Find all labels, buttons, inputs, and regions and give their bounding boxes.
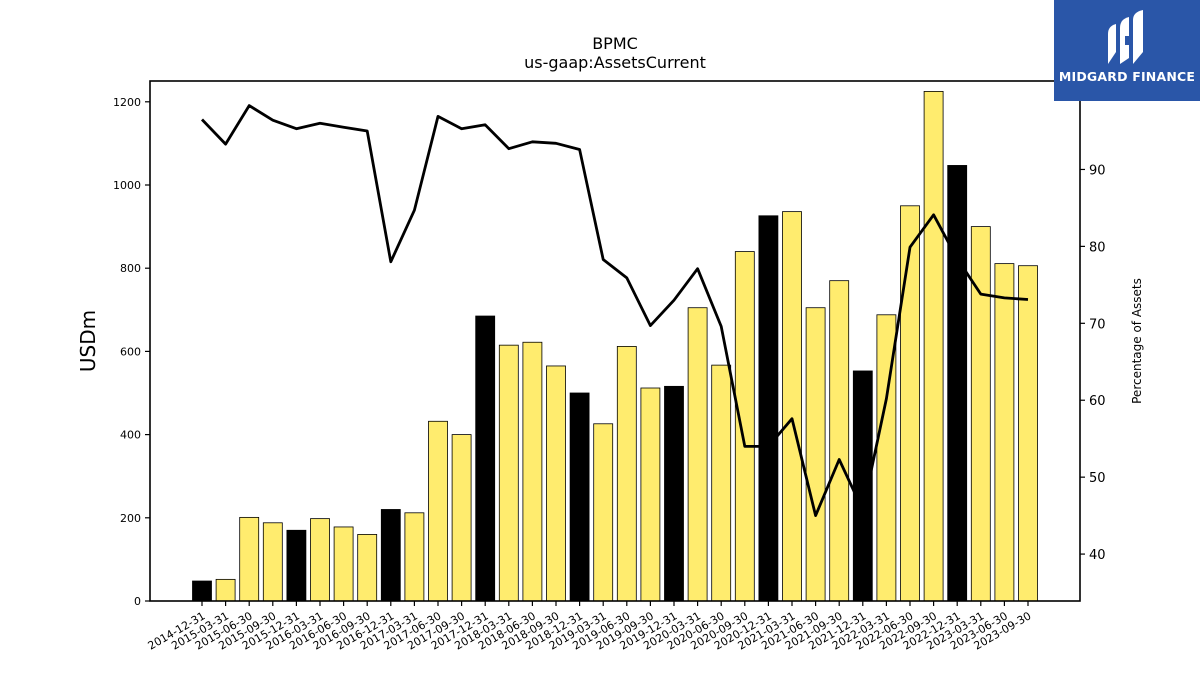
bar-2019-09-30: [640, 387, 661, 602]
bar-2019-03-31: [593, 423, 614, 602]
bar-2023-06-30: [994, 263, 1015, 602]
y-tick-label-1000: 1000: [113, 179, 141, 192]
bar-2021-03-31: [782, 211, 802, 602]
y2-axis: 40 50 60 70 80 90: [1080, 163, 1106, 563]
y2-tick-label-80: 80: [1089, 240, 1106, 255]
bar-2020-09-30: [734, 251, 755, 602]
y-tick-label-600: 600: [120, 345, 141, 358]
y-tick-label-800: 800: [120, 262, 141, 275]
bar-2018-03-31: [498, 344, 519, 602]
bar-2015-06-30: [239, 516, 260, 602]
bar-2018-12-31: [569, 392, 590, 602]
bar-2019-12-31: [664, 385, 684, 602]
y-axis-label: USDm: [76, 310, 100, 372]
bar-2020-03-31: [687, 307, 708, 602]
plot-frame: [149, 80, 1081, 602]
bar-2019-06-30: [616, 346, 637, 602]
bar-2022-09-30: [923, 91, 944, 602]
y-axis: 0 200 400 600 800 1000 1200: [113, 96, 150, 608]
y2-tick-label-90: 90: [1089, 163, 1106, 178]
bar-2016-06-30: [333, 526, 354, 602]
bar-2016-12-31: [380, 509, 401, 602]
bar-2023-09-30: [1018, 265, 1038, 602]
bar-2015-12-31: [286, 529, 307, 602]
bar-2015-03-31: [215, 578, 236, 602]
chart-title: BPMC: [592, 34, 638, 53]
y2-tick-label-60: 60: [1089, 394, 1106, 409]
y2-tick-label-70: 70: [1089, 317, 1106, 332]
bar-2015-09-30: [262, 522, 283, 602]
brand-logo: MIDGARD FINANCE: [1054, 0, 1200, 101]
percentage-line: [200, 104, 1029, 517]
bar-2014-12-31: [192, 580, 212, 602]
y-tick-label-200: 200: [120, 512, 141, 525]
bar-2021-09-30: [829, 280, 850, 602]
chart-subtitle: us-gaap:AssetsCurrent: [524, 53, 706, 72]
bar-2018-09-30: [546, 365, 566, 602]
y2-tick-label-50: 50: [1089, 471, 1106, 486]
y-tick-label-0: 0: [134, 595, 141, 608]
bar-2022-06-30: [900, 205, 920, 602]
bar-2017-03-31: [404, 512, 425, 602]
bar-2020-06-30: [711, 364, 732, 602]
midgard-logo-icon: [1108, 10, 1143, 64]
bar-2017-09-30: [451, 434, 472, 602]
bar-2016-09-30: [357, 534, 378, 602]
bar-2021-06-30: [805, 307, 826, 602]
line-layer: [200, 104, 1029, 517]
bar-2017-06-30: [428, 420, 448, 602]
y2-axis-label: Percentage of Assets: [1130, 278, 1144, 404]
bar-2022-12-31: [947, 165, 968, 602]
x-axis: 2014-12-312015-03-312015-06-302015-09-30…: [146, 601, 1034, 653]
bar-2018-06-30: [522, 341, 543, 602]
bar-2020-12-31: [758, 215, 779, 602]
bar-2017-12-31: [475, 315, 496, 602]
y2-tick-label-40: 40: [1089, 548, 1106, 563]
brand-name: MIDGARD FINANCE: [1058, 69, 1196, 84]
bars-layer: [192, 91, 1038, 602]
y-tick-label-400: 400: [120, 429, 141, 442]
y-tick-label-1200: 1200: [113, 96, 141, 109]
bar-2016-03-31: [310, 518, 330, 602]
bar-2021-12-31: [852, 370, 873, 602]
